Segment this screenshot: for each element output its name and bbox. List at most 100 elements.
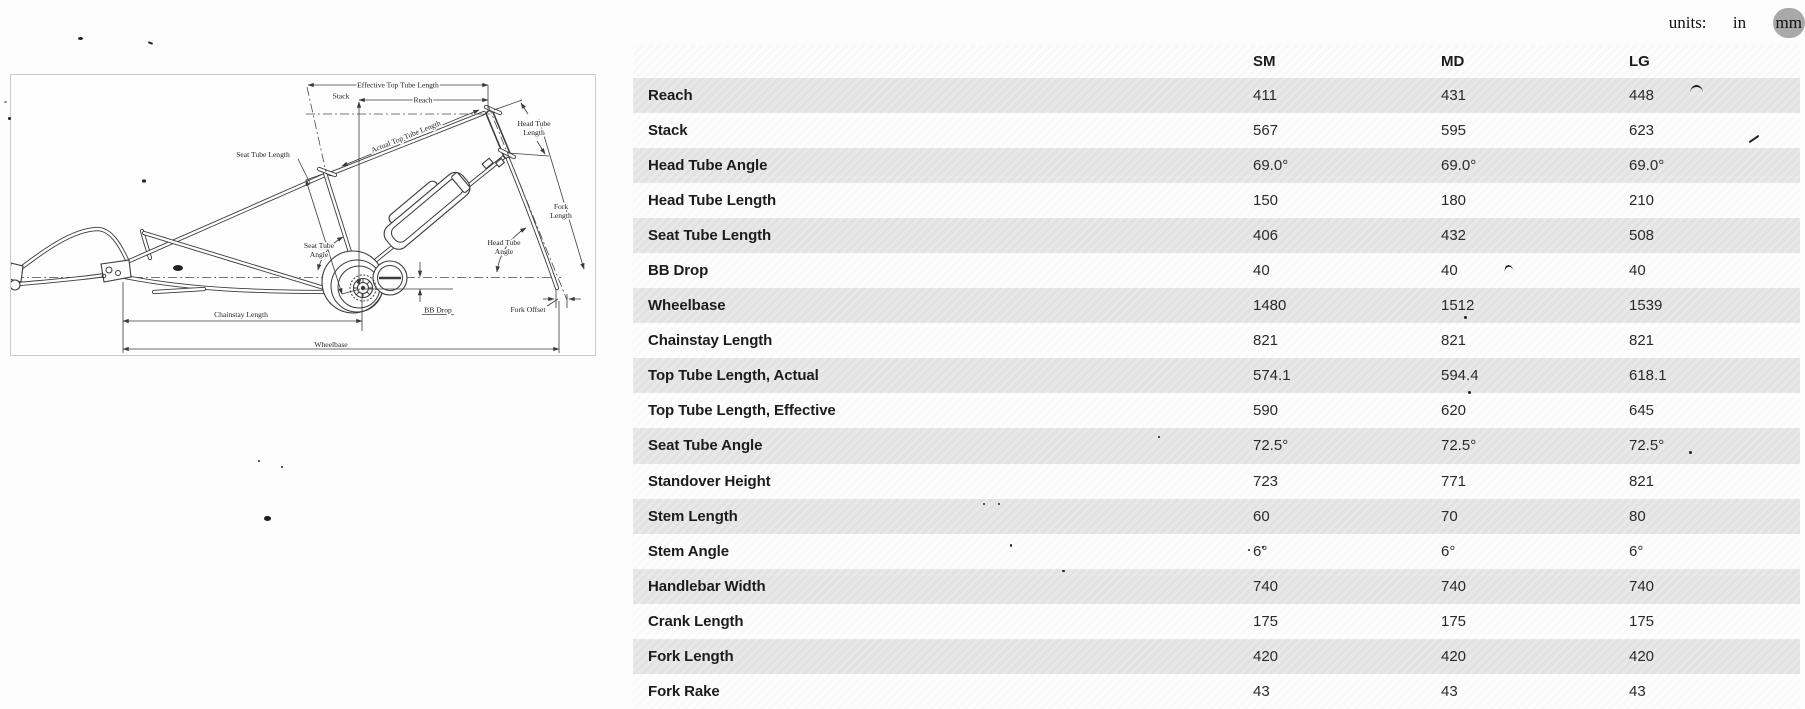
row-label: Wheelbase xyxy=(648,297,726,315)
table-header-row: SM MD LG xyxy=(633,45,1800,78)
cell-lg: 821 xyxy=(1629,332,1655,350)
cell-md: 821 xyxy=(1441,332,1467,350)
row-label: Top Tube Length, Effective xyxy=(648,402,836,420)
cell-sm: 821 xyxy=(1253,332,1279,350)
speckle xyxy=(1010,544,1012,547)
table-row: Seat Tube Angle 72.5° 72.5° 72.5° xyxy=(633,428,1800,464)
row-label: Standover Height xyxy=(648,472,771,490)
table-row: Top Tube Length, Actual 574.1 594.4 618.… xyxy=(633,358,1800,394)
speckle xyxy=(1464,316,1467,319)
cell-md: 771 xyxy=(1441,472,1467,490)
table-row: Crank Length 175 175 175 xyxy=(633,603,1800,639)
cell-md: 40 xyxy=(1441,262,1458,280)
table-body: Reach 411 431 448 Stack 567 595 623 Head… xyxy=(633,78,1800,709)
table-row: BB Drop 40 40 40 xyxy=(633,253,1800,289)
speckle xyxy=(264,516,271,521)
label-head-tube-length-2: Length xyxy=(523,128,545,137)
row-label: BB Drop xyxy=(648,262,709,280)
row-label: Stack xyxy=(648,122,688,140)
cell-md: 6° xyxy=(1441,542,1456,560)
row-label: Reach xyxy=(648,87,693,105)
cell-lg: 420 xyxy=(1629,647,1655,665)
motor-assembly xyxy=(321,250,408,314)
speckle xyxy=(1468,391,1471,394)
cell-sm: 175 xyxy=(1253,612,1279,630)
speckle xyxy=(1158,436,1160,438)
cell-sm: 574.1 xyxy=(1253,367,1291,385)
speckle xyxy=(1248,549,1250,551)
frame-geometry-diagram: Effective Top Tube Length Stack Reach Ac… xyxy=(8,74,596,356)
cell-lg: 448 xyxy=(1629,87,1655,105)
speckle xyxy=(998,503,1000,505)
speckle xyxy=(4,101,7,103)
frame-outline xyxy=(8,104,560,295)
row-label: Fork Length xyxy=(648,647,734,665)
cell-lg: 175 xyxy=(1629,612,1655,630)
row-label: Seat Tube Angle xyxy=(648,437,763,455)
speckle xyxy=(258,460,260,462)
cell-md: 72.5° xyxy=(1441,437,1477,455)
label-head-tube-angle-2: Angle xyxy=(495,247,514,256)
cell-lg: 618.1 xyxy=(1629,367,1667,385)
frame-diagram-svg: Effective Top Tube Length Stack Reach Ac… xyxy=(8,79,585,353)
column-header-lg: LG xyxy=(1629,53,1650,70)
cell-sm: 723 xyxy=(1253,472,1279,490)
table-row: Stem Angle 6° 6° 6° xyxy=(633,533,1800,569)
cell-lg: 72.5° xyxy=(1629,437,1665,455)
table-row: Handlebar Width 740 740 740 xyxy=(633,568,1800,604)
table-row: Fork Length 420 420 420 xyxy=(633,638,1800,674)
cell-lg: 821 xyxy=(1629,472,1655,490)
cell-md: 432 xyxy=(1441,227,1467,245)
dimension-lines xyxy=(122,82,585,353)
cell-sm: 420 xyxy=(1253,647,1279,665)
label-seat-tube-angle-2: Angle xyxy=(310,250,329,259)
cell-md: 175 xyxy=(1441,612,1467,630)
table-row: Seat Tube Length 406 432 508 xyxy=(633,218,1800,254)
row-label: Top Tube Length, Actual xyxy=(648,367,819,385)
cell-md: 43 xyxy=(1441,682,1458,700)
label-effective-top-tube-length: Effective Top Tube Length xyxy=(357,81,439,90)
label-bb-drop: BB Drop xyxy=(424,306,452,315)
label-actual-top-tube-length: Actual Top Tube Length xyxy=(370,118,442,154)
table-row: Wheelbase 1480 1512 1539 xyxy=(633,288,1800,324)
label-seat-tube-length: Seat Tube Length xyxy=(236,150,290,159)
cell-sm: 40 xyxy=(1253,262,1270,280)
cell-md: 69.0° xyxy=(1441,157,1477,175)
row-label: Stem Angle xyxy=(648,542,729,560)
units-option-mm[interactable]: mm xyxy=(1772,8,1805,38)
row-label: Chainstay Length xyxy=(648,332,773,350)
cell-md: 1512 xyxy=(1441,297,1475,315)
cell-lg: 645 xyxy=(1629,402,1655,420)
table-row: Stack 567 595 623 xyxy=(633,113,1800,149)
downtube-bosses xyxy=(481,157,506,170)
row-label: Seat Tube Length xyxy=(648,227,772,245)
speckle xyxy=(78,37,83,40)
cell-sm: 567 xyxy=(1253,122,1279,140)
cell-md: 431 xyxy=(1441,87,1467,105)
row-label: Head Tube Length xyxy=(648,192,777,210)
row-label: Handlebar Width xyxy=(648,577,766,595)
table-row: Reach 411 431 448 xyxy=(633,78,1800,114)
cell-lg: 69.0° xyxy=(1629,157,1665,175)
cell-sm: 6° xyxy=(1253,542,1268,560)
speckle xyxy=(1262,546,1264,548)
cell-md: 180 xyxy=(1441,192,1467,210)
geometry-table: SM MD LG Reach 411 431 448 Stack 567 595… xyxy=(633,45,1800,709)
label-chainstay-length: Chainstay Length xyxy=(214,310,268,319)
units-toggle: units: in mm xyxy=(1655,8,1805,38)
row-label: Fork Rake xyxy=(648,682,720,700)
cell-lg: 623 xyxy=(1629,122,1655,140)
cell-md: 70 xyxy=(1441,507,1458,525)
label-stack: Stack xyxy=(333,92,350,101)
cell-sm: 740 xyxy=(1253,577,1279,595)
speckle xyxy=(147,41,154,45)
units-option-in[interactable]: in xyxy=(1732,13,1747,32)
cell-lg: 6° xyxy=(1629,542,1644,560)
label-wheelbase: Wheelbase xyxy=(314,340,348,349)
cell-sm: 411 xyxy=(1253,87,1277,105)
column-header-sm: SM xyxy=(1253,53,1276,70)
cell-sm: 72.5° xyxy=(1253,437,1289,455)
speckle xyxy=(1690,85,1703,93)
label-head-tube-length: Head Tube xyxy=(517,119,551,128)
cell-sm: 60 xyxy=(1253,507,1270,525)
